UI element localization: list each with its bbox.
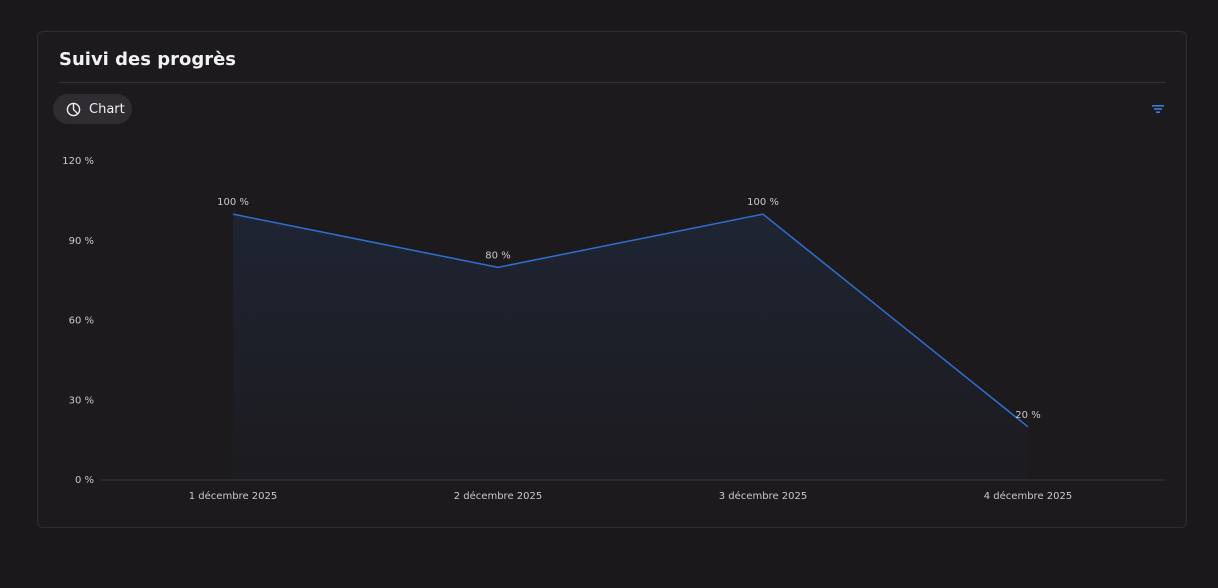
separator [59,82,1166,83]
x-tick-label: 1 décembre 2025 [189,490,277,502]
y-tick-label: 120 % [62,156,94,167]
filter-icon[interactable] [1152,104,1164,114]
value-label: 100 % [747,197,779,208]
area [233,214,1028,480]
y-tick-label: 0 % [75,475,94,486]
value-label: 100 % [217,197,249,208]
x-tick-label: 3 décembre 2025 [719,490,807,502]
chart-icon [66,102,81,116]
x-tick-label: 4 décembre 2025 [984,490,1072,502]
value-label: 80 % [485,250,510,261]
line [232,213,1029,428]
y-tick-label: 30 % [69,395,94,406]
chart-button-label: Chart [89,101,125,117]
x-tick-label: 2 décembre 2025 [454,490,542,502]
y-tick-label: 60 % [69,316,94,327]
y-tick-label: 90 % [69,236,94,247]
value-label: 20 % [1015,410,1040,421]
card-title: Suivi des progrès [59,49,237,70]
chart-button[interactable]: Chart [53,94,132,124]
